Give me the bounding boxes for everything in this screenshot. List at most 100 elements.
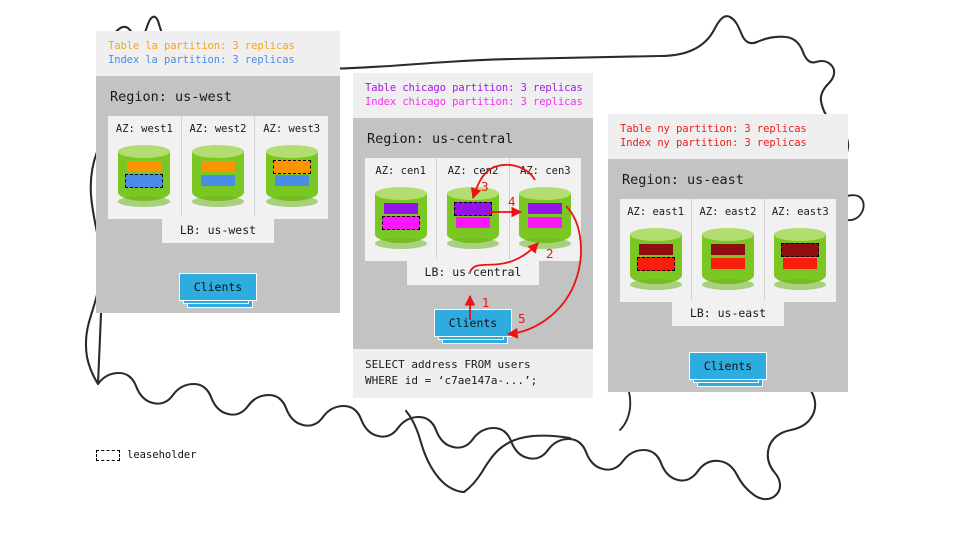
sql-query-text: SELECT address FROM users WHERE id = ‘c7… (353, 349, 593, 399)
leaseholder-legend-label: leaseholder (127, 449, 197, 461)
region-panel-us-central: Table chicago partition: 3 replicas Inde… (353, 73, 593, 399)
index-replica-bar (274, 175, 309, 187)
table-replica-bar-leaseholder (272, 159, 311, 174)
replica-cylinder-east1[interactable] (629, 228, 682, 291)
cylinder-top (265, 145, 318, 159)
az-label: AZ: west1 (115, 123, 173, 136)
region-legend-us-west: Table la partition: 3 replicas Index la … (96, 31, 340, 77)
az-cell-west1[interactable]: AZ: west1 (108, 116, 182, 220)
legend-line-table: Table ny partition: 3 replicas (620, 123, 807, 135)
index-replica-bar (710, 258, 745, 270)
replica-bars (447, 201, 499, 229)
table-replica-bar (127, 161, 162, 173)
replica-cylinder-west3[interactable] (265, 145, 318, 208)
replica-cylinder-cen1[interactable] (374, 187, 427, 250)
replica-bars (774, 242, 826, 270)
az-label: AZ: cen1 (375, 165, 426, 178)
index-replica-bar-leaseholder (636, 256, 675, 271)
cylinder-top (374, 187, 427, 201)
clients-group-us-west: Clients (178, 273, 258, 309)
flow-step-label-4: 4 (508, 195, 516, 209)
load-balancer-us-west[interactable]: LB: us-west (161, 217, 275, 244)
legend-line-index: Index ny partition: 3 replicas (620, 137, 807, 150)
index-replica-bar-leaseholder (381, 215, 420, 230)
cylinder-top (629, 228, 682, 242)
az-cell-east2[interactable]: AZ: east2 (692, 199, 765, 303)
table-replica-bar-leaseholder (781, 242, 820, 257)
az-label: AZ: west2 (189, 123, 247, 136)
leaseholder-legend: leaseholder (96, 449, 197, 461)
cylinder-base (192, 196, 244, 208)
region-title: Region: us-east (622, 172, 744, 189)
region-title: Region: us-central (367, 131, 514, 148)
az-cell-west2[interactable]: AZ: west2 (182, 116, 256, 220)
region-panel-us-west: Table la partition: 3 replicas Index la … (96, 31, 340, 314)
table-replica-bar (528, 203, 563, 215)
table-replica-bar (638, 244, 673, 256)
clients-button-us-east[interactable]: Clients (688, 352, 768, 381)
flow-step-label-3: 3 (481, 180, 489, 194)
cylinder-base (374, 238, 427, 250)
cylinder-top (701, 228, 754, 242)
replica-bars (630, 244, 682, 271)
index-replica-bar-leaseholder (125, 173, 164, 188)
load-balancer-us-central[interactable]: LB: us-central (406, 259, 540, 286)
region-body-us-central: Region: us-central AZ: cen1 A (353, 118, 593, 350)
legend-line-table: Table la partition: 3 replicas (108, 40, 295, 52)
flow-step-label-2: 2 (546, 247, 554, 261)
index-replica-bar (201, 175, 235, 187)
cylinder-base (701, 279, 754, 291)
az-label: AZ: east3 (771, 206, 829, 219)
cylinder-base (265, 196, 318, 208)
index-replica-bar (455, 217, 490, 229)
az-cell-west3[interactable]: AZ: west3 (255, 116, 328, 219)
index-replica-bar (528, 217, 563, 229)
replica-bars (118, 161, 170, 188)
legend-line-index: Index la partition: 3 replicas (108, 54, 295, 67)
replica-cylinder-west1[interactable] (118, 145, 171, 208)
az-row-us-west: AZ: west1 AZ: west2 (108, 116, 328, 220)
replica-cylinder-cen2[interactable] (446, 187, 499, 250)
replica-cylinder-east3[interactable] (774, 228, 827, 291)
az-cell-cen1[interactable]: AZ: cen1 (365, 158, 438, 262)
region-title: Region: us-west (110, 89, 232, 106)
replica-cylinder-west2[interactable] (192, 145, 244, 208)
az-label: AZ: cen3 (520, 165, 571, 178)
az-cell-east3[interactable]: AZ: east3 (765, 199, 836, 302)
region-legend-us-central: Table chicago partition: 3 replicas Inde… (353, 73, 593, 119)
az-label: AZ: cen2 (447, 165, 499, 178)
clients-group-us-central: Clients (433, 309, 513, 345)
flow-step-label-1: 1 (482, 296, 490, 310)
az-label: AZ: east2 (699, 206, 757, 219)
replica-bars (375, 203, 427, 230)
az-row-us-central: AZ: cen1 AZ: cen2 (365, 158, 581, 262)
cylinder-top (774, 228, 827, 242)
replica-bars (702, 244, 754, 270)
replica-cylinder-cen3[interactable] (519, 187, 572, 250)
region-panel-us-east: Table ny partition: 3 replicas Index ny … (608, 114, 848, 393)
region-legend-us-east: Table ny partition: 3 replicas Index ny … (608, 114, 848, 160)
cylinder-base (446, 238, 499, 250)
cylinder-base (774, 279, 827, 291)
replica-bars (266, 159, 318, 187)
table-replica-bar (710, 244, 745, 256)
load-balancer-us-east[interactable]: LB: us-east (671, 300, 785, 327)
replica-cylinder-east2[interactable] (701, 228, 754, 291)
az-row-us-east: AZ: east1 AZ: east2 (620, 199, 836, 303)
az-cell-cen2[interactable]: AZ: cen2 (437, 158, 510, 262)
replica-bars (192, 161, 244, 187)
clients-button-us-west[interactable]: Clients (178, 273, 258, 302)
index-replica-bar (783, 258, 818, 270)
region-body-us-west: Region: us-west AZ: west1 AZ: (96, 76, 340, 314)
cylinder-top (192, 145, 244, 159)
table-replica-bar (201, 161, 235, 173)
table-replica-bar (383, 203, 418, 215)
clients-button-us-central[interactable]: Clients (433, 309, 513, 338)
az-label: AZ: west3 (263, 123, 321, 136)
legend-line-table: Table chicago partition: 3 replicas (365, 82, 583, 94)
cylinder-base (118, 196, 171, 208)
az-cell-cen3[interactable]: AZ: cen3 (510, 158, 581, 261)
az-cell-east1[interactable]: AZ: east1 (620, 199, 693, 303)
replica-bars (519, 203, 571, 229)
